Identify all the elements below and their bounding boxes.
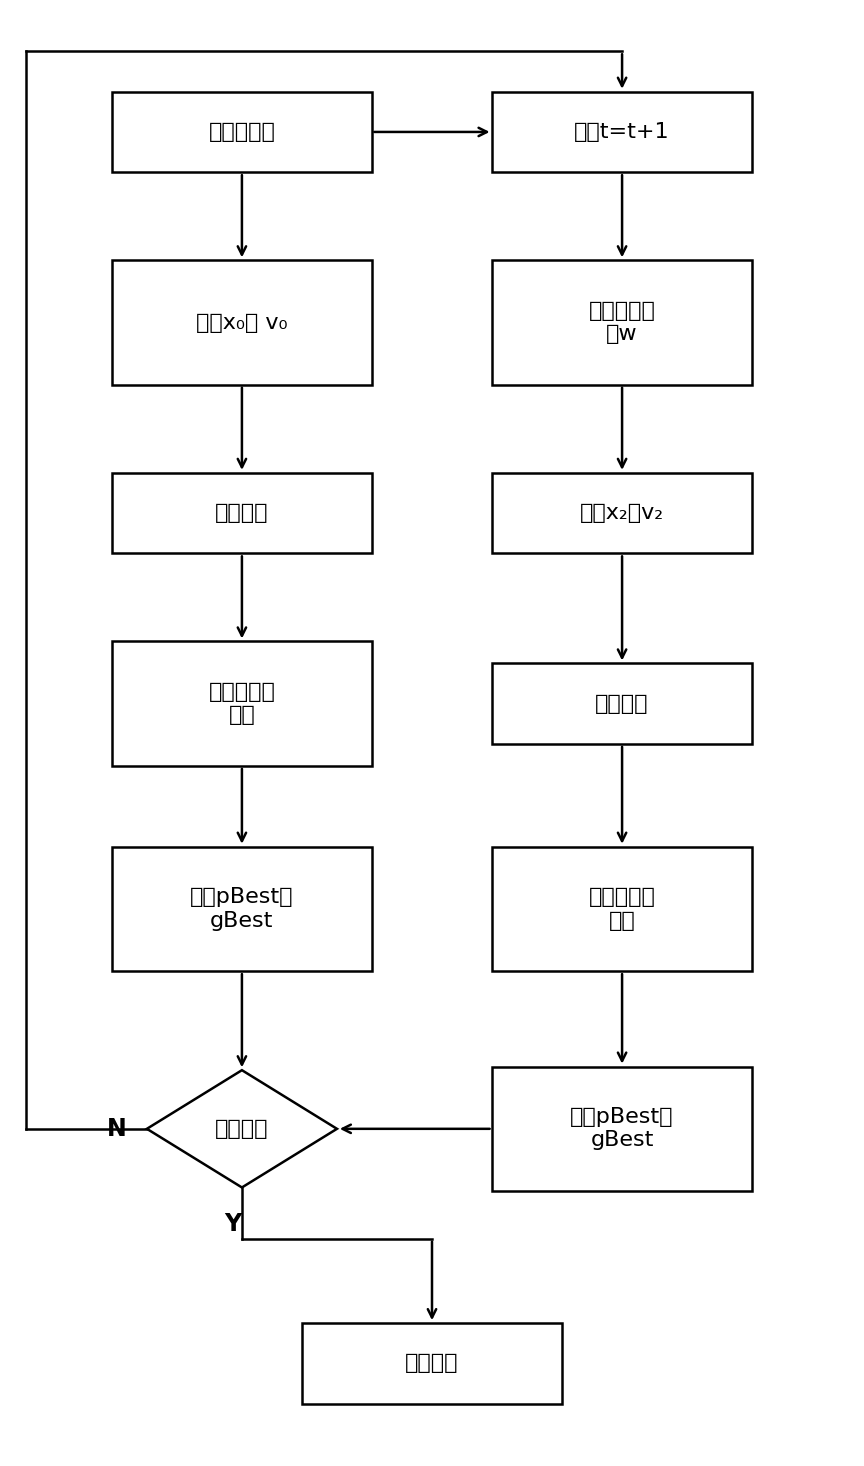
Text: 计算x₂、v₂: 计算x₂、v₂: [580, 503, 664, 523]
Text: 潮流计算: 潮流计算: [215, 503, 269, 523]
Bar: [492, 1067, 752, 1190]
Bar: [112, 642, 372, 765]
Text: 粒子适应性
评估: 粒子适应性 评估: [588, 887, 656, 931]
Text: N: N: [107, 1117, 126, 1141]
Bar: [492, 663, 752, 745]
Bar: [492, 261, 752, 386]
Bar: [112, 91, 372, 172]
Text: 满足条件: 满足条件: [215, 1119, 269, 1139]
Text: 系统初始化: 系统初始化: [208, 122, 276, 142]
Text: 确定pBest和
gBest: 确定pBest和 gBest: [570, 1107, 674, 1151]
Bar: [302, 1322, 562, 1404]
Bar: [492, 472, 752, 553]
Text: Y: Y: [225, 1212, 242, 1236]
Text: 粒子适应性
评估: 粒子适应性 评估: [208, 682, 276, 726]
Text: 潮流计算: 潮流计算: [595, 693, 649, 714]
Bar: [492, 91, 752, 172]
Bar: [492, 846, 752, 970]
Text: 更新惯性因
子w: 更新惯性因 子w: [588, 301, 656, 345]
Polygon shape: [147, 1070, 337, 1187]
Text: 输出结果: 输出结果: [405, 1353, 459, 1374]
Bar: [112, 261, 372, 386]
Bar: [112, 472, 372, 553]
Bar: [112, 846, 372, 970]
Text: 更新t=t+1: 更新t=t+1: [575, 122, 670, 142]
Text: 确定pBest和
gBest: 确定pBest和 gBest: [190, 887, 294, 931]
Text: 确定x₀、 v₀: 确定x₀、 v₀: [196, 312, 288, 333]
